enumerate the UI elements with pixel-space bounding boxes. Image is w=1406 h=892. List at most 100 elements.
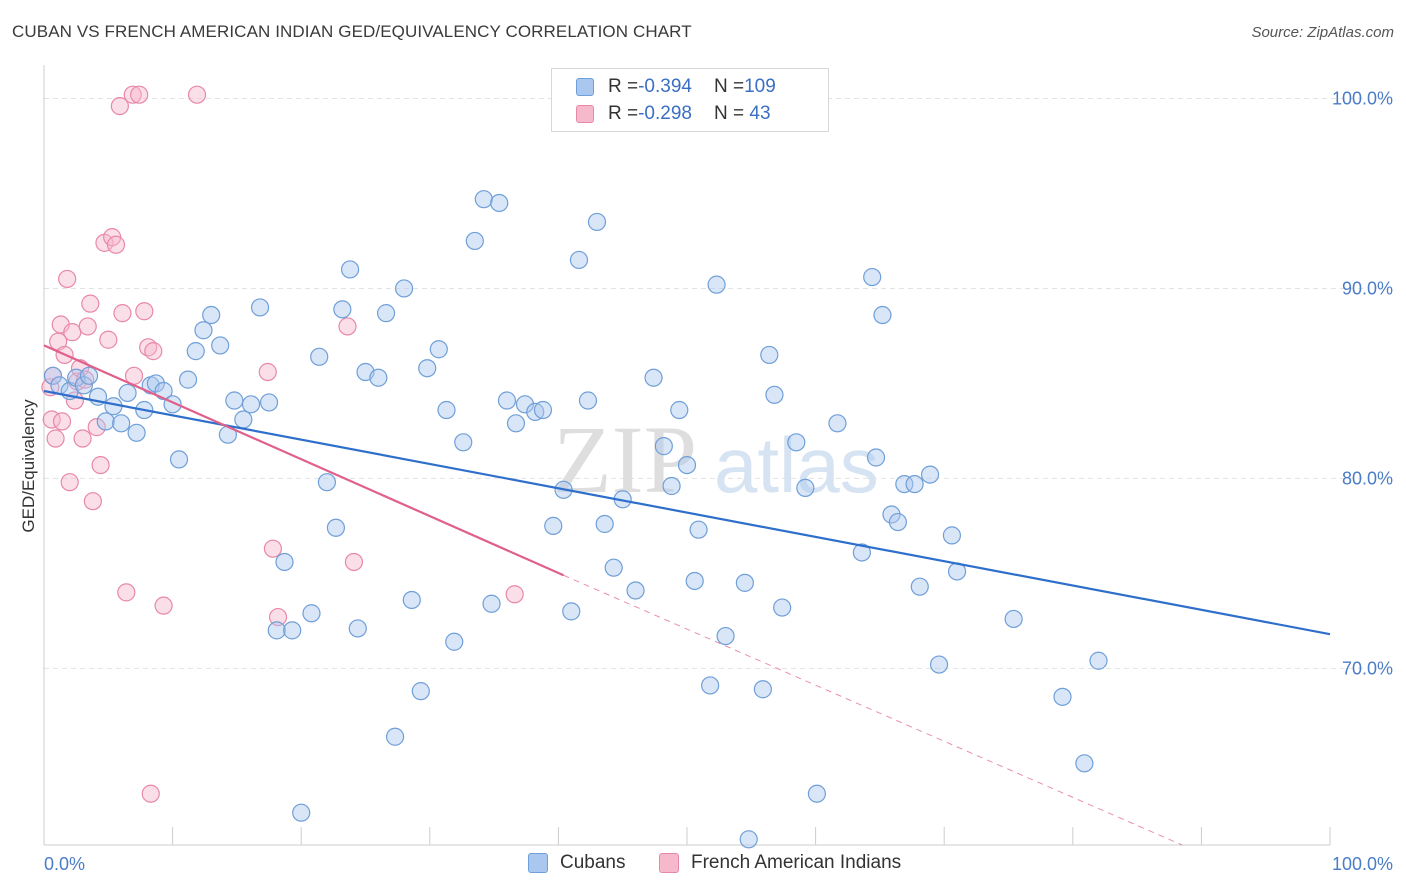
data-point-french-american-indians [344, 552, 364, 572]
source-label: Source: ZipAtlas.com [1251, 24, 1394, 41]
trend-lines [43, 344, 1331, 846]
data-point-cubans [43, 366, 63, 385]
stats-row-cubans: R = -0.394 N = 109 [576, 74, 776, 100]
trend-extension-french-american-indians [563, 574, 1183, 846]
data-point-french-american-indians [130, 85, 149, 104]
x-tick-label: 100.0% [1332, 854, 1393, 874]
trend-line-cubans [43, 389, 1331, 636]
data-point-french-american-indians [46, 429, 65, 448]
data-point-cubans [716, 626, 735, 646]
data-point-cubans [234, 410, 253, 429]
data-point-cubans [866, 448, 886, 467]
legend-label-cubans: Cubans [560, 852, 626, 873]
data-point-cubans [429, 340, 448, 359]
y-axis-label: GED/Equivalency [19, 399, 38, 533]
watermark: ZIP atlas [553, 406, 879, 513]
data-point-cubans [562, 602, 581, 621]
n-value: 109 [744, 76, 776, 97]
data-point-french-american-indians [263, 539, 283, 558]
french-american-indians-legend-swatch [659, 853, 679, 873]
data-point-french-american-indians [268, 607, 288, 627]
data-point-cubans [765, 385, 784, 404]
data-point-cubans [402, 590, 421, 610]
data-point-cubans [920, 465, 940, 484]
data-point-cubans [369, 368, 388, 387]
y-tick-label: 100.0% [1332, 88, 1393, 108]
data-point-cubans [544, 516, 563, 535]
data-point-cubans [169, 450, 189, 469]
data-point-cubans [186, 342, 205, 361]
data-point-cubans [828, 414, 847, 433]
r-value: -0.298 [638, 103, 692, 124]
y-tick-label: 90.0% [1342, 278, 1393, 298]
data-point-french-american-indians [99, 330, 118, 349]
data-point-cubans [194, 321, 213, 340]
data-point-cubans [787, 433, 806, 452]
data-point-cubans [807, 784, 826, 803]
data-point-cubans [112, 414, 131, 433]
data-point-cubans [146, 374, 165, 393]
data-point-cubans [1053, 687, 1072, 706]
data-point-cubans [689, 520, 708, 539]
cubans-swatch [576, 78, 594, 96]
data-point-french-american-indians [81, 294, 100, 313]
data-point-cubans [333, 300, 352, 319]
legend-label-french-american-indians: French American Indians [691, 852, 902, 873]
data-point-cubans [506, 414, 526, 433]
data-point-french-american-indians [187, 85, 207, 104]
data-point-cubans [852, 543, 871, 562]
legend-item-french-american-indians[interactable]: French American Indians [659, 852, 901, 874]
data-point-cubans [340, 260, 360, 279]
y-tick-labels: 70.0% 80.0% 90.0% 100.0% [1332, 88, 1393, 678]
data-point-cubans [211, 336, 230, 355]
x-tick-label: 0.0% [44, 854, 85, 874]
data-point-cubans [707, 275, 726, 294]
grid-lines [44, 97, 1365, 669]
data-point-cubans [578, 391, 598, 410]
data-point-cubans [74, 376, 93, 395]
data-point-cubans [569, 250, 589, 270]
y-tick-label: 80.0% [1342, 468, 1393, 488]
data-point-cubans [317, 473, 337, 492]
data-point-cubans [595, 514, 614, 534]
data-point-french-american-indians [83, 492, 102, 511]
data-point-french-american-indians [141, 784, 160, 803]
data-point-french-american-indians [60, 473, 79, 492]
data-point-cubans [773, 598, 792, 617]
data-point-french-american-indians [73, 429, 92, 448]
data-point-cubans [753, 680, 772, 699]
data-point-cubans [654, 437, 673, 456]
data-point-cubans [202, 305, 221, 325]
data-point-cubans [587, 212, 607, 232]
data-point-cubans [292, 803, 311, 822]
data-point-cubans [283, 621, 302, 640]
data-point-cubans [454, 433, 473, 452]
data-point-cubans [533, 400, 553, 420]
data-point-cubans [905, 474, 924, 494]
r-value: -0.394 [638, 76, 692, 97]
x-tick-labels: 0.0% 100.0% [44, 854, 1393, 874]
data-point-cubans [445, 632, 464, 651]
watermark-atlas: atlas [714, 421, 879, 509]
data-point-cubans [465, 231, 484, 251]
data-point-cubans [127, 423, 146, 442]
data-point-cubans [796, 478, 815, 497]
data-point-cubans [437, 400, 456, 420]
data-point-cubans [604, 558, 623, 577]
data-point-cubans [259, 393, 279, 412]
data-point-cubans [735, 573, 754, 592]
data-point-cubans [411, 682, 430, 701]
data-point-french-american-indians [110, 96, 129, 116]
data-point-cubans [882, 505, 901, 524]
data-point-cubans [863, 267, 882, 287]
data-point-cubans [96, 412, 115, 431]
data-point-french-american-indians [144, 342, 163, 361]
data-point-cubans [225, 391, 244, 410]
data-point-cubans [118, 383, 137, 403]
n-value: 43 [744, 103, 771, 124]
data-point-french-american-indians [505, 585, 524, 604]
data-point-cubans [644, 368, 663, 387]
data-point-cubans [241, 395, 261, 414]
watermark-zip: ZIP [553, 406, 697, 513]
legend-item-cubans[interactable]: Cubans [528, 852, 626, 874]
